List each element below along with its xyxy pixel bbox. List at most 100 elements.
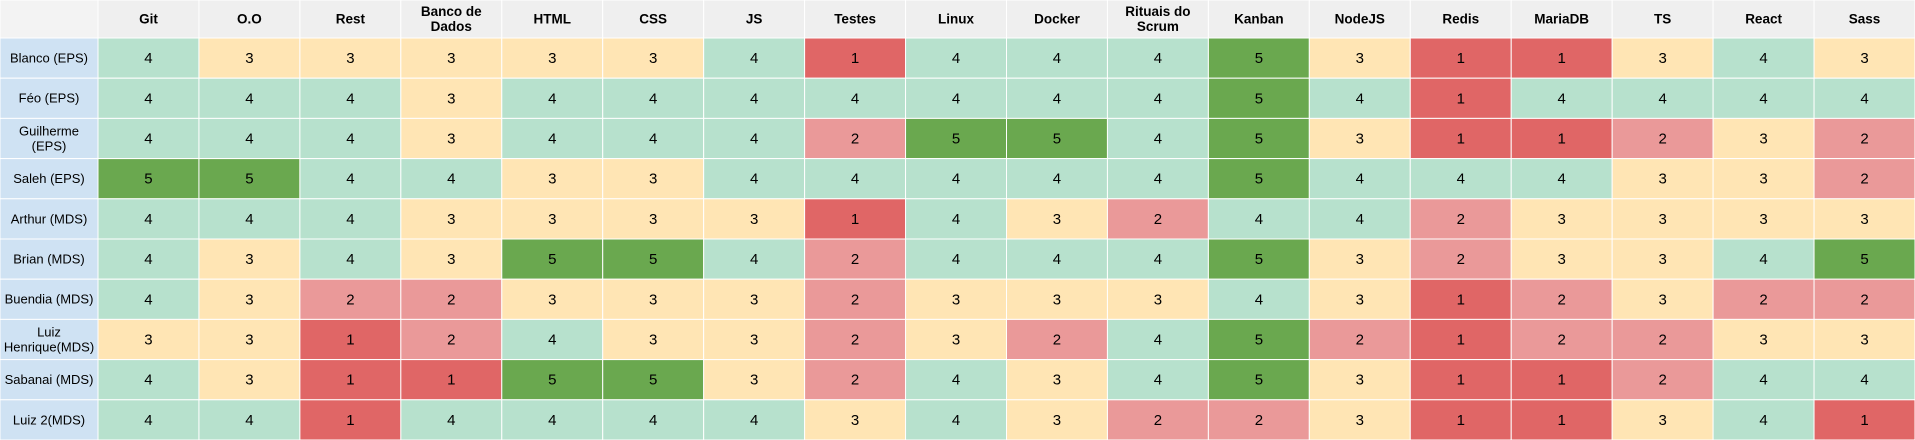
cell-value-saleh-eps-rest: 4 bbox=[346, 171, 354, 188]
cell-value-feo-eps-banco-de-dados: 3 bbox=[447, 90, 455, 107]
cell-value-brian-mds-o-o: 3 bbox=[245, 251, 253, 268]
cell-value-arthur-mds-o-o: 4 bbox=[245, 211, 253, 228]
cell-feo-eps-testes bbox=[804, 77, 907, 119]
cell-brian-mds-testes bbox=[804, 238, 907, 280]
cell-value-arthur-mds-docker: 3 bbox=[1053, 211, 1061, 228]
cell-value-buendia-mds-o-o: 3 bbox=[245, 291, 253, 308]
cell-value-luiz-2-mds-o-o: 4 bbox=[245, 412, 253, 429]
cell-luiz-2-mds-redis bbox=[1409, 399, 1512, 440]
cell-value-luiz-henrique-mds-git: 3 bbox=[144, 331, 152, 348]
cell-value-brian-mds-docker: 4 bbox=[1053, 251, 1061, 268]
cell-value-blanco-eps-js: 4 bbox=[750, 50, 758, 67]
cell-value-sabanai-mds-linux: 4 bbox=[952, 372, 960, 389]
cell-value-saleh-eps-docker: 4 bbox=[1053, 171, 1061, 188]
cell-value-blanco-eps-rituais-do-scrum: 4 bbox=[1154, 50, 1162, 67]
cell-value-blanco-eps-kanban: 5 bbox=[1255, 50, 1263, 67]
cell-buendia-mds-react bbox=[1712, 278, 1815, 320]
cell-feo-eps-kanban bbox=[1207, 77, 1310, 119]
cell-guilherme-eps-o-o bbox=[198, 117, 301, 160]
cell-luiz-henrique-mds-js bbox=[703, 318, 806, 361]
cell-arthur-mds-git bbox=[97, 198, 200, 240]
cell-value-saleh-eps-ts: 3 bbox=[1658, 171, 1666, 188]
cell-luiz-2-mds-rest bbox=[299, 399, 402, 440]
cell-saleh-eps-nodejs bbox=[1308, 158, 1411, 200]
cell-arthur-mds-kanban bbox=[1207, 198, 1310, 240]
row-header-label-brian-mds: Brian (MDS) bbox=[13, 252, 85, 267]
cell-value-guilherme-eps-rituais-do-scrum: 4 bbox=[1154, 130, 1162, 147]
cell-brian-mds-rest bbox=[299, 238, 402, 280]
cell-blanco-eps-linux bbox=[905, 37, 1007, 79]
cell-luiz-henrique-mds-git bbox=[97, 318, 200, 361]
cell-value-feo-eps-react: 4 bbox=[1759, 90, 1767, 107]
cell-value-luiz-2-mds-sass: 1 bbox=[1860, 412, 1868, 429]
cell-value-luiz-henrique-mds-linux: 3 bbox=[952, 331, 960, 348]
column-header-label-o-o: O.O bbox=[237, 12, 262, 27]
cell-value-blanco-eps-html: 3 bbox=[548, 50, 556, 67]
cell-value-luiz-henrique-mds-ts: 2 bbox=[1658, 331, 1666, 348]
cell-luiz-2-mds-kanban bbox=[1207, 399, 1310, 440]
row-header-label-luiz-henrique-mds: Luiz Henrique(MDS) bbox=[4, 324, 94, 354]
cell-saleh-eps-rest bbox=[299, 158, 402, 200]
cell-value-arthur-mds-git: 4 bbox=[144, 211, 152, 228]
cell-value-brian-mds-kanban: 5 bbox=[1255, 251, 1263, 268]
column-header-kanban bbox=[1207, 0, 1310, 39]
cell-arthur-mds-testes bbox=[804, 198, 907, 240]
cell-value-brian-mds-rituais-do-scrum: 4 bbox=[1154, 251, 1162, 268]
cell-luiz-henrique-mds-sass bbox=[1813, 318, 1915, 361]
cell-value-buendia-mds-html: 3 bbox=[548, 291, 556, 308]
corner-cell bbox=[0, 0, 99, 39]
cell-blanco-eps-rituais-do-scrum bbox=[1106, 37, 1209, 79]
column-header-label-rituais-do-scrum: Rituais do Scrum bbox=[1125, 4, 1190, 34]
cell-guilherme-eps-docker bbox=[1006, 117, 1108, 160]
cell-value-guilherme-eps-html: 4 bbox=[548, 130, 556, 147]
cell-value-guilherme-eps-react: 3 bbox=[1759, 130, 1767, 147]
row-header-label-sabanai-mds: Sabanai (MDS) bbox=[5, 372, 94, 387]
cell-value-saleh-eps-mariadb: 4 bbox=[1558, 171, 1566, 188]
cell-value-saleh-eps-testes: 4 bbox=[851, 171, 859, 188]
cell-value-brian-mds-sass: 5 bbox=[1860, 251, 1868, 268]
column-header-banco-de-dados bbox=[400, 0, 503, 39]
cell-value-luiz-2-mds-rest: 1 bbox=[346, 412, 354, 429]
cell-value-guilherme-eps-mariadb: 1 bbox=[1558, 130, 1566, 147]
cell-value-arthur-mds-rituais-do-scrum: 2 bbox=[1154, 211, 1162, 228]
cell-luiz-henrique-mds-testes bbox=[804, 318, 907, 361]
cell-blanco-eps-redis bbox=[1409, 37, 1512, 79]
cell-value-guilherme-eps-kanban: 5 bbox=[1255, 130, 1263, 147]
cell-saleh-eps-mariadb bbox=[1510, 158, 1613, 200]
cell-value-guilherme-eps-nodejs: 3 bbox=[1356, 130, 1364, 147]
cell-blanco-eps-banco-de-dados bbox=[400, 37, 503, 79]
cell-value-blanco-eps-redis: 1 bbox=[1457, 50, 1465, 67]
cell-luiz-henrique-mds-rest bbox=[299, 318, 402, 361]
cell-feo-eps-sass bbox=[1813, 77, 1915, 119]
cell-value-sabanai-mds-sass: 4 bbox=[1860, 372, 1868, 389]
column-header-rest bbox=[299, 0, 402, 39]
row-header-buendia-mds bbox=[0, 278, 99, 320]
cell-value-feo-eps-js: 4 bbox=[750, 90, 758, 107]
cell-value-buendia-mds-testes: 2 bbox=[851, 291, 859, 308]
cell-feo-eps-rituais-do-scrum bbox=[1106, 77, 1209, 119]
cell-blanco-eps-js bbox=[703, 37, 806, 79]
cell-guilherme-eps-js bbox=[703, 117, 806, 160]
cell-blanco-eps-mariadb bbox=[1510, 37, 1613, 79]
cell-guilherme-eps-rituais-do-scrum bbox=[1106, 117, 1209, 160]
cell-value-brian-mds-ts: 3 bbox=[1658, 251, 1666, 268]
cell-value-luiz-2-mds-kanban: 2 bbox=[1255, 412, 1263, 429]
cell-blanco-eps-testes bbox=[804, 37, 907, 79]
cell-value-luiz-henrique-mds-redis: 1 bbox=[1457, 331, 1465, 348]
cell-value-brian-mds-nodejs: 3 bbox=[1356, 251, 1364, 268]
row-header-luiz-2-mds bbox=[0, 399, 99, 440]
cell-luiz-henrique-mds-linux bbox=[905, 318, 1007, 361]
cell-sabanai-mds-rituais-do-scrum bbox=[1106, 359, 1209, 401]
cell-value-buendia-mds-js: 3 bbox=[750, 291, 758, 308]
column-header-label-linux: Linux bbox=[938, 12, 974, 27]
cell-value-sabanai-mds-css: 5 bbox=[649, 372, 657, 389]
cell-sabanai-mds-git bbox=[97, 359, 200, 401]
cell-value-sabanai-mds-git: 4 bbox=[144, 372, 152, 389]
cell-brian-mds-banco-de-dados bbox=[400, 238, 503, 280]
cell-value-buendia-mds-sass: 2 bbox=[1860, 291, 1868, 308]
cell-luiz-henrique-mds-kanban bbox=[1207, 318, 1310, 361]
cell-value-sabanai-mds-nodejs: 3 bbox=[1356, 372, 1364, 389]
column-header-label-rest: Rest bbox=[336, 12, 366, 27]
cell-value-saleh-eps-linux: 4 bbox=[952, 171, 960, 188]
cell-value-feo-eps-git: 4 bbox=[144, 90, 152, 107]
